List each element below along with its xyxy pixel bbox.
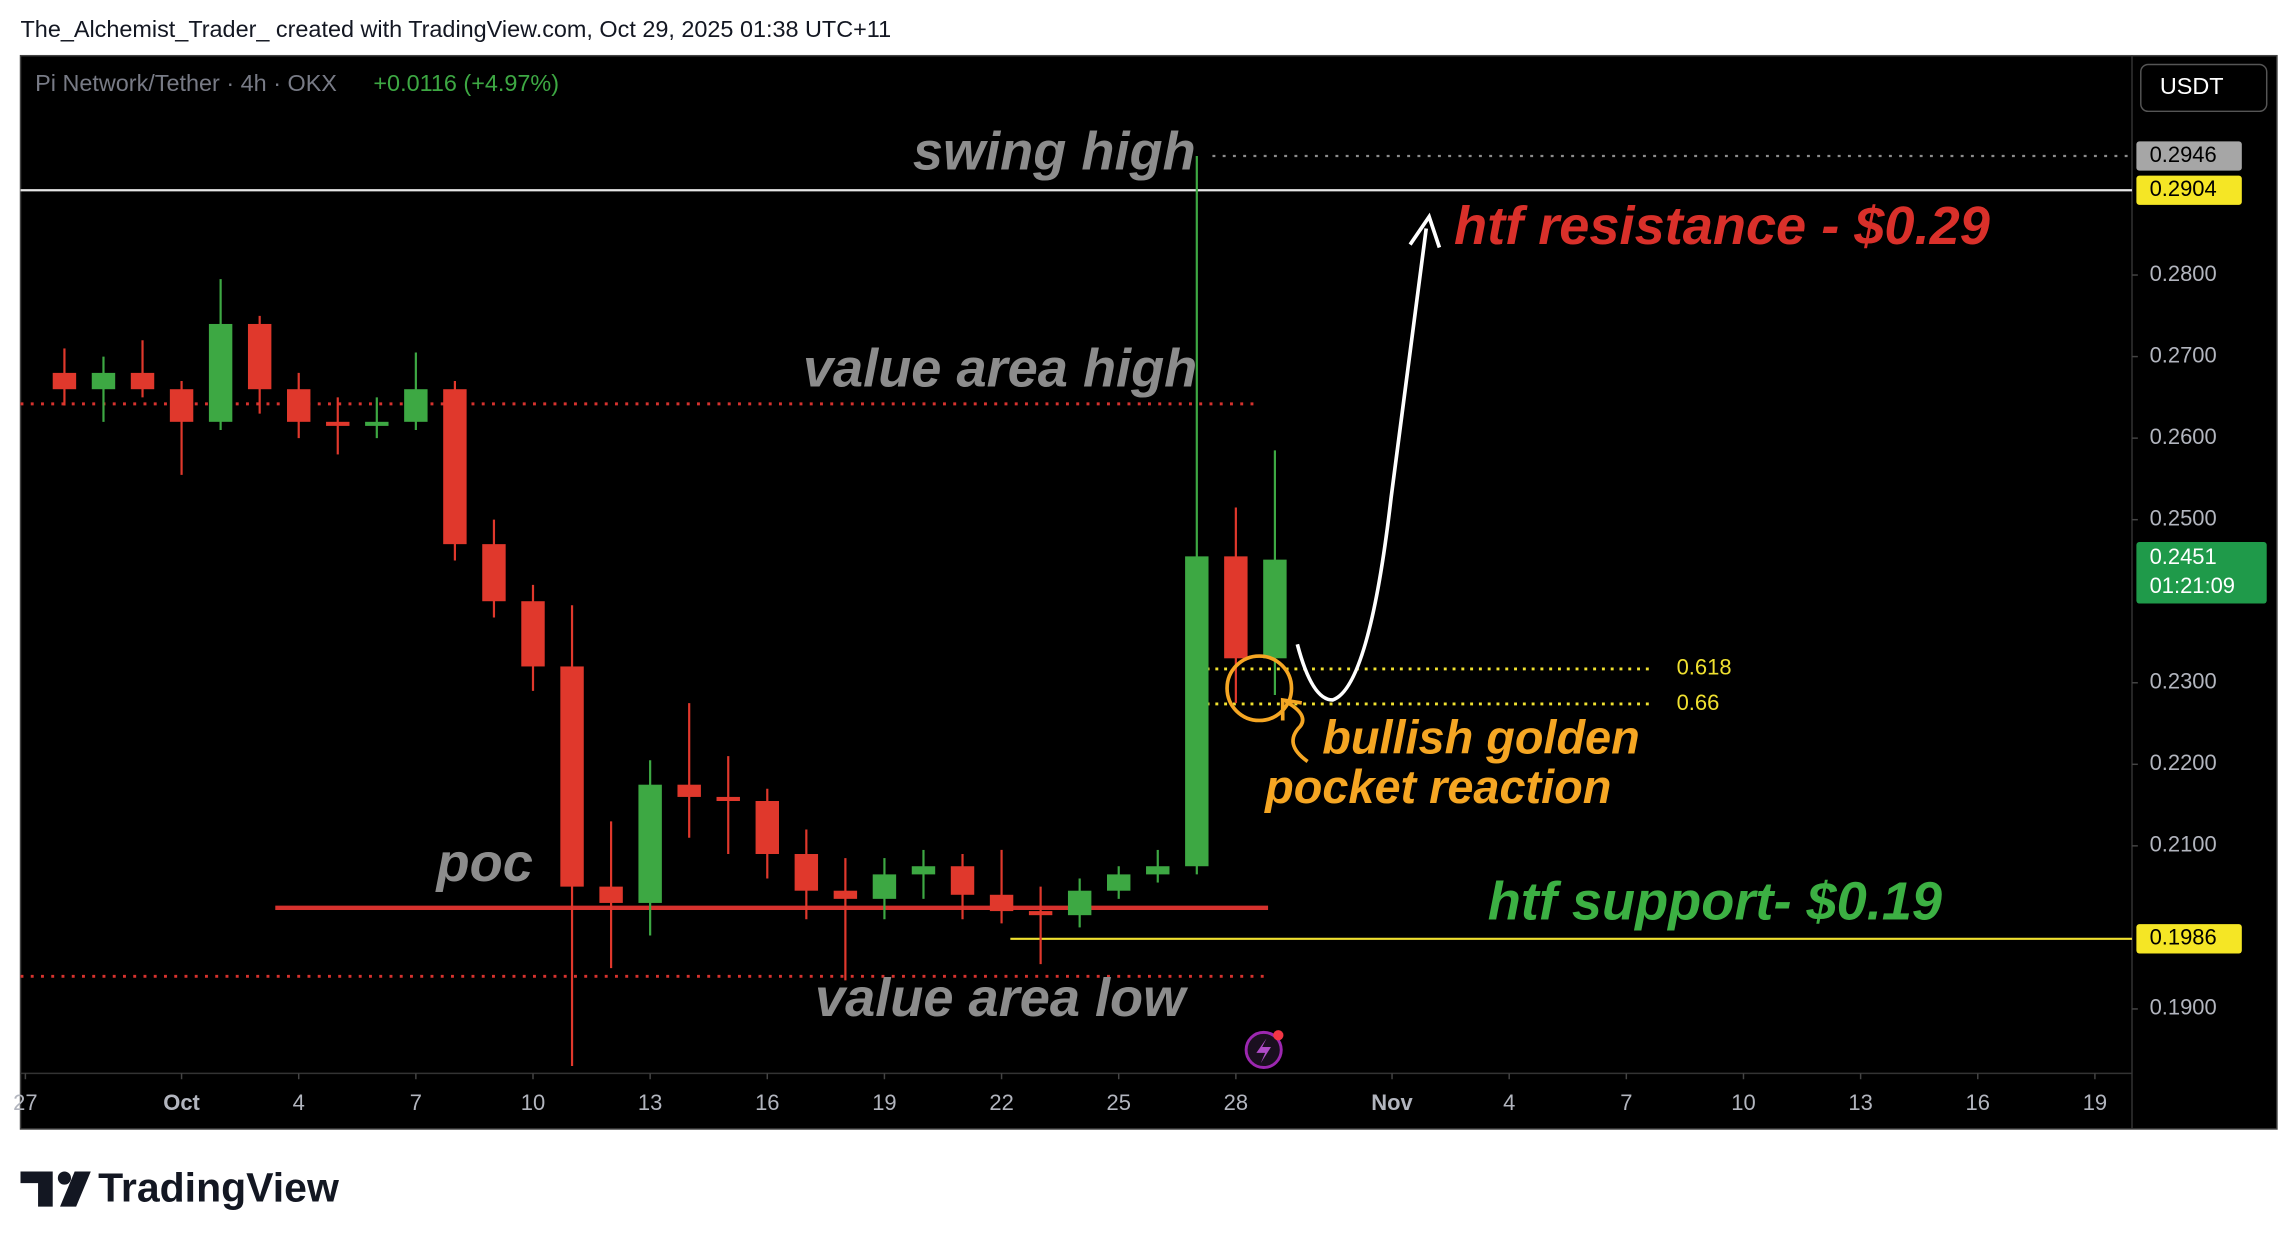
- x-tick-label: 25: [1107, 1090, 1131, 1115]
- alert-bolt: [1256, 1038, 1271, 1064]
- currency-label[interactable]: USDT: [2160, 73, 2224, 99]
- x-tick-label: 4: [1503, 1090, 1515, 1115]
- candle-body: [599, 886, 623, 903]
- candle-body: [365, 421, 389, 426]
- x-tick-label: Nov: [1371, 1090, 1413, 1115]
- x-tick-label: 13: [638, 1090, 662, 1115]
- y-tick-label: 0.1900: [2150, 995, 2217, 1020]
- annotation-text: htf resistance - $0.29: [1454, 196, 1990, 256]
- candle-body: [1067, 890, 1092, 916]
- pocket-circle: [1225, 654, 1294, 723]
- last-price-label: 0.2451: [2150, 544, 2217, 569]
- pocket-text: bullish golden: [1322, 711, 1639, 763]
- y-tick-label: 0.2200: [2150, 750, 2217, 775]
- annotation-text: htf support- $0.19: [1488, 871, 1942, 931]
- annotation-text: value area low: [815, 968, 1188, 1028]
- candle-body: [794, 854, 819, 891]
- annotation-text: poc: [435, 833, 533, 893]
- candle-body: [52, 372, 77, 390]
- x-tick-label: Oct: [163, 1090, 200, 1115]
- candle-body: [1185, 556, 1209, 867]
- y-tick-label: 0.2800: [2150, 261, 2217, 286]
- price-change: +0.0116 (+4.97%): [373, 70, 559, 96]
- currency-button[interactable]: [2140, 63, 2268, 113]
- x-tick-label: 27: [13, 1090, 37, 1115]
- x-tick-label: 4: [293, 1090, 305, 1115]
- candle-body: [287, 389, 311, 422]
- candle-body: [208, 323, 233, 422]
- candle-body: [404, 389, 428, 422]
- candle-body: [872, 874, 897, 899]
- logo-dot: [57, 1171, 72, 1185]
- candle-body: [755, 801, 779, 855]
- pocket-arrow: [1284, 699, 1309, 763]
- candle-body: [247, 323, 272, 390]
- pocket-text: pocket reaction: [1263, 761, 1611, 813]
- x-tick-label: 10: [1731, 1090, 1755, 1115]
- x-tick-label: 28: [1224, 1090, 1248, 1115]
- countdown-label: 01:21:09: [2150, 573, 2235, 598]
- pocket-arrow-head: [1280, 697, 1303, 721]
- candle-body: [1028, 911, 1053, 916]
- annotation-text: value area high: [803, 338, 1197, 398]
- price-tag: [2136, 924, 2242, 954]
- candle-body: [560, 666, 584, 887]
- credit: The_Alchemist_Trader_ created with Tradi…: [21, 16, 892, 42]
- y-tick-label: 0.2600: [2150, 424, 2217, 449]
- fib-label: 0.66: [1677, 690, 1720, 715]
- candle-body: [1107, 874, 1131, 891]
- candle-body: [443, 389, 467, 545]
- candle-body: [91, 372, 116, 390]
- x-tick-label: 19: [2083, 1090, 2107, 1115]
- candle-body: [950, 866, 975, 895]
- price-tag: [2136, 141, 2242, 171]
- candle-body: [1224, 556, 1248, 659]
- candle-body: [521, 601, 545, 667]
- price-tag: [2136, 175, 2242, 205]
- x-tick-label: 7: [1620, 1090, 1632, 1115]
- x-tick-label: 19: [872, 1090, 896, 1115]
- annotation-text: swing high: [913, 122, 1196, 182]
- candle-body: [326, 421, 350, 426]
- x-tick-label: 16: [755, 1090, 779, 1115]
- price-tag-label: 0.2946: [2150, 142, 2217, 167]
- plot: 0.2800 0.2700 0.2600 0.2500 0.2300 0.2200 0.21…: [13, 122, 2267, 1115]
- price-tag-label: 0.2904: [2150, 176, 2217, 201]
- last-price-tag: [2136, 542, 2267, 604]
- logo-mark: [20, 1171, 53, 1207]
- y-tick-label: 0.2500: [2150, 505, 2217, 530]
- x-tick-label: 16: [1966, 1090, 1990, 1115]
- candle-body: [677, 784, 701, 797]
- chart-frame: [19, 54, 2278, 1130]
- y-tick-label: 0.2100: [2150, 832, 2217, 857]
- projection-arrow: [1295, 228, 1429, 702]
- x-tick-label: 22: [989, 1090, 1013, 1115]
- x-tick-label: 10: [521, 1090, 545, 1115]
- candle-body: [1146, 866, 1170, 875]
- x-tick-label: 7: [410, 1090, 422, 1115]
- candle-body: [833, 890, 858, 899]
- candle-body: [169, 389, 194, 422]
- logo-slash: [60, 1171, 91, 1207]
- fib-label: 0.618: [1677, 655, 1732, 680]
- price-tag-label: 0.1986: [2150, 925, 2217, 950]
- x-tick-label: 13: [1848, 1090, 1872, 1115]
- symbol-title: Pi Network/Tether · 4h · OKX: [35, 70, 337, 96]
- y-tick-label: 0.2700: [2150, 342, 2217, 367]
- candle-body: [130, 372, 155, 390]
- candle-body: [1263, 559, 1287, 659]
- candle-body: [638, 784, 662, 903]
- candle-body: [989, 894, 1014, 912]
- y-tick-label: 0.2300: [2150, 669, 2217, 694]
- brand: TradingView: [98, 1164, 339, 1210]
- alert-dot: [1273, 1030, 1284, 1041]
- candle-body: [911, 866, 936, 875]
- candle-body: [482, 544, 506, 602]
- arrow-head: [1408, 212, 1442, 249]
- candle-body: [716, 796, 740, 802]
